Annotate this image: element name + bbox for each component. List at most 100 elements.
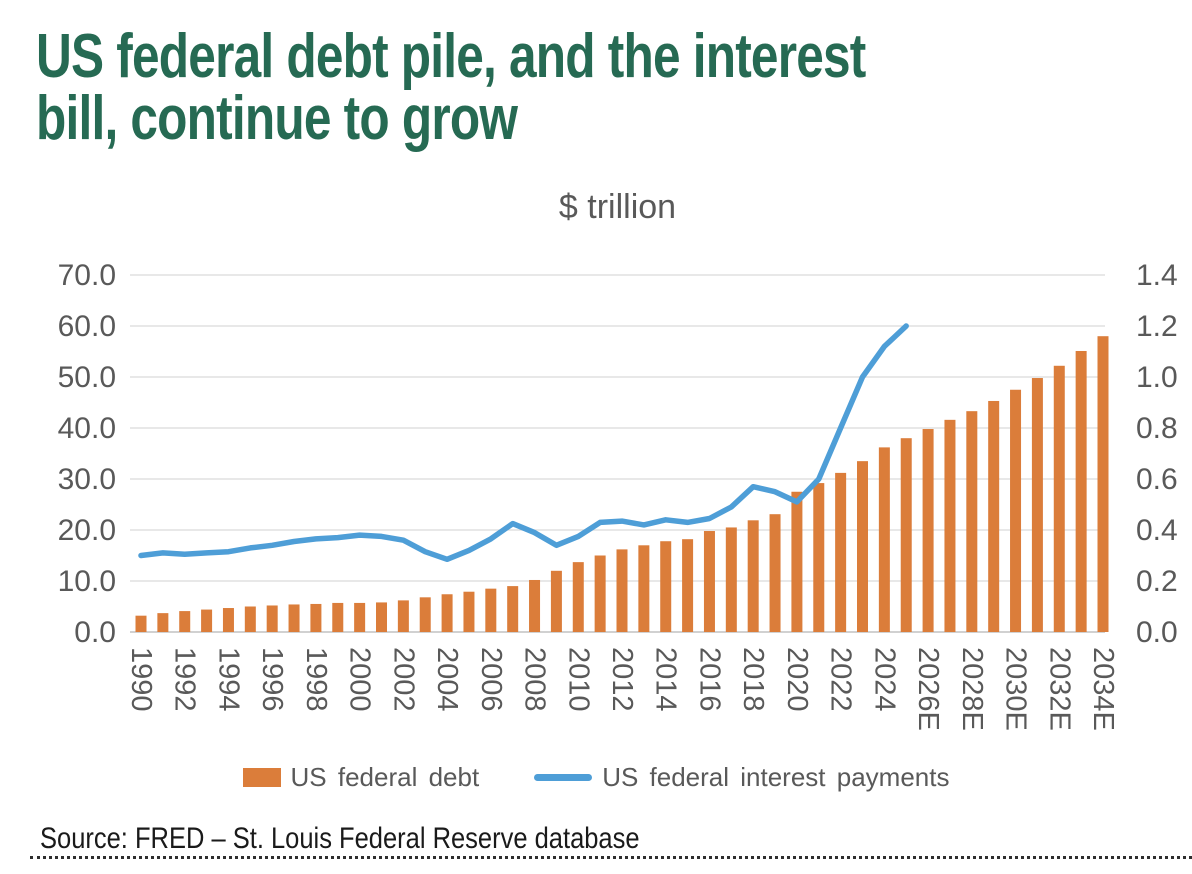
debt-bar (441, 594, 453, 632)
left-axis-labels: 70.0 60.0 50.0 40.0 30.0 20.0 10.0 0.0 (58, 259, 116, 649)
x-axis-label: 2016 (693, 647, 725, 712)
chart-title-line2: bill, continue to grow (36, 84, 518, 153)
gridlines (130, 274, 1105, 633)
debt-bar (878, 447, 890, 632)
legend-label-interest: US federal interest payments (602, 762, 950, 792)
y-axis-label-left: 30.0 (58, 463, 116, 496)
debt-bar (135, 615, 147, 632)
x-axis-label: 2032E (1043, 647, 1075, 731)
y-axis-label-left: 70.0 (58, 259, 116, 292)
chart-canvas: 70.0 60.0 50.0 40.0 30.0 20.0 10.0 0.0 1.4 1.2 1.0… (58, 259, 1178, 731)
debt-bars (135, 336, 1109, 632)
debt-bar (616, 549, 628, 632)
debt-bar (944, 419, 956, 632)
y-axis-label-left: 50.0 (58, 361, 116, 394)
x-axis-label: 2014 (650, 647, 682, 712)
interest-line (138, 323, 909, 563)
legend-item-interest: US federal interest payments (534, 762, 949, 793)
debt-bar (769, 514, 781, 632)
debt-bar (703, 531, 715, 632)
x-axis-label: 2004 (431, 647, 463, 712)
x-axis-label: 1998 (300, 647, 332, 712)
debt-bar (1053, 365, 1065, 632)
debt-bar (660, 541, 672, 632)
debt-bar (463, 591, 475, 632)
debt-bar (594, 555, 606, 632)
x-axis-label: 2008 (519, 647, 551, 712)
x-axis-label: 1992 (169, 647, 201, 712)
right-axis-labels: 1.4 1.2 1.0 0.8 0.6 0.4 0.2 0.0 (1136, 259, 1178, 649)
debt-bar-swatch-icon (242, 768, 281, 787)
debt-bar (572, 562, 584, 632)
chart-title: US federal debt pile, and the interest b… (36, 26, 866, 150)
debt-bar (1031, 378, 1043, 632)
debt-bar (288, 604, 300, 632)
y-axis-label-left: 60.0 (58, 310, 116, 343)
debt-bar (747, 520, 759, 632)
debt-bar (376, 602, 387, 632)
debt-bar (900, 438, 912, 632)
y-axis-label-left: 10.0 (58, 565, 116, 598)
debt-bar (966, 411, 978, 632)
debt-bar (201, 609, 213, 632)
debt-bar (835, 472, 847, 632)
y-axis-label-right: 1.4 (1136, 259, 1178, 292)
axis-units-subtitle: $ trillion (558, 188, 677, 226)
debt-bar (397, 600, 409, 632)
legend-label-debt: US federal debt (290, 762, 480, 792)
debt-bar (266, 605, 278, 632)
debt-bar (354, 602, 366, 632)
bottom-dotted-divider (30, 856, 1192, 859)
x-axis-label: 2006 (475, 647, 507, 712)
debt-bar (988, 400, 1000, 632)
y-axis-label-right: 1.0 (1136, 361, 1178, 394)
x-axis-label: 2010 (562, 647, 594, 712)
x-axis-label: 2030E (1000, 647, 1032, 731)
chart-area: 70.0 60.0 50.0 40.0 30.0 20.0 10.0 0.0 1.4 1.2 1.0… (0, 240, 1192, 770)
debt-bar (1010, 389, 1022, 632)
debt-bar (791, 491, 803, 632)
x-axis-label: 1996 (256, 647, 288, 712)
x-axis-label: 2012 (606, 647, 638, 712)
x-axis-label: 2022 (825, 647, 857, 712)
x-axis-label: 2020 (781, 647, 813, 712)
debt-bar (332, 602, 344, 632)
x-axis-label: 1990 (125, 647, 157, 712)
interest-line-swatch-icon (534, 774, 593, 781)
y-axis-label-right: 0.2 (1136, 565, 1178, 598)
x-axis-label: 2028E (956, 647, 988, 731)
y-axis-label-right: 0.4 (1136, 514, 1178, 547)
y-axis-label-right: 0.8 (1136, 412, 1178, 445)
chart-legend: US federal debt US federal interest paym… (0, 762, 1192, 793)
debt-bar (179, 611, 191, 632)
debt-bar (310, 603, 322, 632)
debt-bar (1075, 350, 1087, 632)
debt-bar (529, 579, 541, 632)
y-axis-label-right: 0.6 (1136, 463, 1178, 496)
x-axis-label: 2026E (912, 647, 944, 731)
y-axis-label-right: 1.2 (1136, 310, 1178, 343)
debt-bar (682, 539, 694, 632)
debt-bar (507, 586, 519, 632)
chart-title-line1: US federal debt pile, and the interest (36, 22, 866, 91)
x-axis-label: 2034E (1087, 647, 1119, 731)
debt-bar (157, 613, 169, 632)
debt-bar (857, 461, 868, 632)
y-axis-label-left: 20.0 (58, 514, 116, 547)
x-axis-labels: 1990 1992 1994 1996 1998 2000 2002 2004 2006 2008… (125, 647, 1119, 731)
source-note: Source: FRED – St. Louis Federal Reserve… (40, 822, 640, 855)
debt-bar (922, 429, 934, 632)
debt-bar (485, 588, 497, 632)
x-axis-label: 2002 (387, 647, 419, 712)
legend-item-debt: US federal debt (242, 762, 480, 793)
y-axis-label-left: 40.0 (58, 412, 116, 445)
debt-bar (813, 483, 825, 632)
debt-bar (244, 606, 256, 632)
x-axis-label: 2018 (737, 647, 769, 712)
y-axis-label-right: 0.0 (1136, 616, 1178, 649)
x-axis-label: 2024 (868, 647, 900, 712)
debt-bar (1097, 336, 1109, 632)
x-axis-label: 1994 (212, 647, 244, 712)
debt-bar (638, 545, 650, 632)
y-axis-label-left: 0.0 (74, 616, 116, 649)
